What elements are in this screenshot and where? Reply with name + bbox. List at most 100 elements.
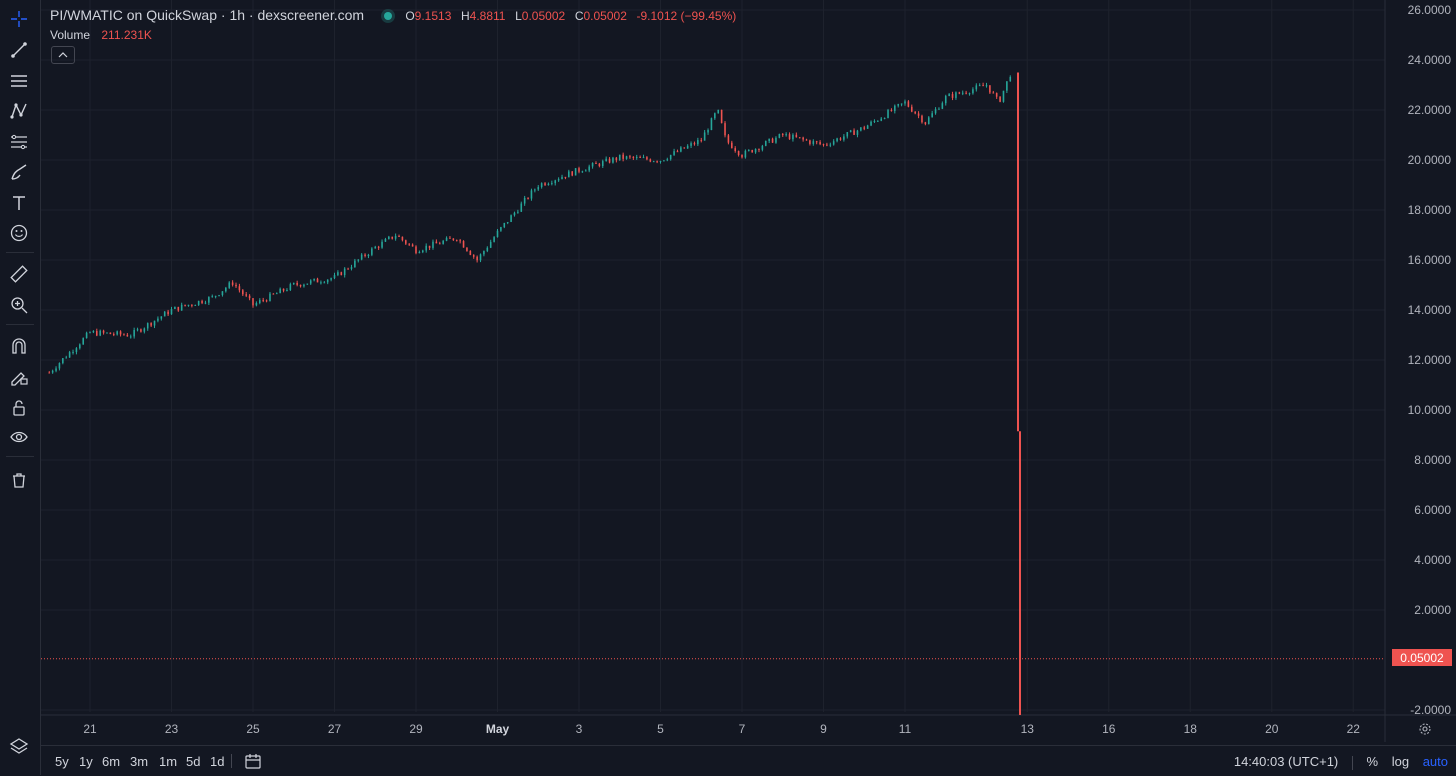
range-1d-button[interactable]: 1d [210, 754, 225, 769]
candle-body [55, 368, 57, 371]
candle-body [764, 140, 767, 146]
candle-body [354, 260, 356, 268]
candle-body [377, 246, 380, 248]
magnet-icon[interactable] [4, 333, 34, 359]
candle-body [656, 161, 658, 163]
candle-body [119, 331, 122, 335]
candle-body [204, 302, 207, 304]
fib-icon[interactable] [4, 129, 34, 155]
layers-icon[interactable] [8, 736, 30, 758]
time-axis-label: 29 [409, 722, 423, 736]
calendar-icon[interactable] [244, 752, 262, 773]
price-chart[interactable]: 26.0000 24.0000 22.0000 20.0000 18.0000 16.00… [41, 0, 1456, 742]
candle-body [744, 150, 747, 158]
candle-body [296, 282, 298, 285]
crosshair-icon[interactable] [4, 6, 34, 32]
candle-body [972, 89, 974, 94]
candle-body [62, 358, 64, 364]
candle-body [364, 254, 366, 257]
ruler-icon[interactable] [4, 261, 34, 287]
price-axis-label: 8.0000 [1414, 453, 1451, 467]
volume-legend: Volume 211.231K [50, 28, 152, 42]
text-icon[interactable] [4, 190, 34, 216]
candle-body [680, 147, 682, 152]
candle-body [65, 357, 68, 359]
trash-icon[interactable] [4, 467, 34, 493]
time-axis-label: 16 [1102, 722, 1116, 736]
range-3m-button[interactable]: 3m [130, 754, 149, 769]
candle-body [615, 157, 618, 161]
candle-body [978, 85, 981, 87]
candle-body [493, 237, 495, 242]
gear-icon[interactable] [1418, 722, 1432, 736]
candle-body [184, 304, 186, 306]
auto-scale-toggle[interactable]: auto [1422, 754, 1448, 769]
candle-body [58, 363, 61, 369]
candle-body [717, 109, 720, 114]
candle-body [438, 243, 441, 245]
time-axis-label: 20 [1265, 722, 1279, 736]
candle-body [133, 329, 135, 337]
candle-body [564, 176, 567, 178]
candle-body [221, 291, 224, 296]
candle-body [581, 171, 584, 173]
candle-body [157, 318, 159, 321]
percent-toggle[interactable]: % [1366, 754, 1379, 769]
time-axis-label: 18 [1184, 722, 1198, 736]
candle-body [775, 137, 777, 143]
candle-body [900, 103, 903, 105]
brush-icon[interactable] [4, 159, 34, 185]
drawing-toolbar [0, 0, 41, 775]
candle-body [642, 157, 645, 159]
trend-line-icon[interactable] [4, 37, 34, 63]
candle-body [561, 176, 563, 180]
price-axis-label: 2.0000 [1414, 603, 1451, 617]
eye-icon[interactable] [4, 424, 34, 450]
candle-body [747, 150, 750, 152]
symbol-title[interactable]: PI/WMATIC on QuickSwap · 1h · dexscreene… [50, 7, 365, 23]
candle-body [622, 154, 624, 159]
candle-body [459, 240, 461, 242]
candle-body [883, 117, 886, 119]
candle-body [303, 284, 305, 287]
candle-body [897, 104, 900, 106]
candle-body [588, 166, 590, 171]
candle-body [544, 183, 546, 186]
candle-body [242, 290, 244, 295]
candle-body [649, 159, 652, 162]
range-1y-button[interactable]: 1y [79, 754, 93, 769]
range-6m-button[interactable]: 6m [102, 754, 121, 769]
candle-body [724, 123, 726, 136]
candle-body [574, 168, 577, 176]
zoom-icon[interactable] [4, 292, 34, 318]
emoji-icon[interactable] [4, 220, 34, 246]
log-toggle[interactable]: log [1391, 754, 1410, 769]
clock-display[interactable]: 14:40:03 (UTC+1) [1233, 754, 1339, 769]
candle-body [496, 230, 499, 238]
candle-body [282, 288, 285, 291]
candle-body [245, 294, 248, 296]
lock-drawing-icon[interactable] [4, 364, 34, 390]
candle-body [836, 138, 838, 142]
time-axis-label: 22 [1347, 722, 1361, 736]
candle-body [255, 302, 258, 306]
candle-body [741, 154, 743, 158]
pattern-icon[interactable] [4, 98, 34, 124]
range-5y-button[interactable]: 5y [55, 754, 69, 769]
candle-body [160, 316, 163, 319]
candle-body [350, 267, 353, 269]
candle-body [819, 142, 821, 145]
price-axis-label: 12.0000 [1408, 353, 1452, 367]
candle-body [917, 113, 920, 116]
collapse-legend-button[interactable] [51, 46, 75, 64]
candle-body [551, 183, 553, 185]
candle-body [598, 163, 601, 167]
horizontal-lines-icon[interactable] [4, 68, 34, 94]
candle-body [781, 134, 784, 136]
candle-body [398, 235, 400, 237]
chart-pane[interactable]: 26.0000 24.0000 22.0000 20.0000 18.0000 16.00… [41, 0, 1456, 742]
range-1m-button[interactable]: 1m [159, 754, 178, 769]
range-5d-button[interactable]: 5d [186, 754, 201, 769]
unlock-icon[interactable] [4, 395, 34, 421]
toolbar-divider [6, 324, 34, 325]
